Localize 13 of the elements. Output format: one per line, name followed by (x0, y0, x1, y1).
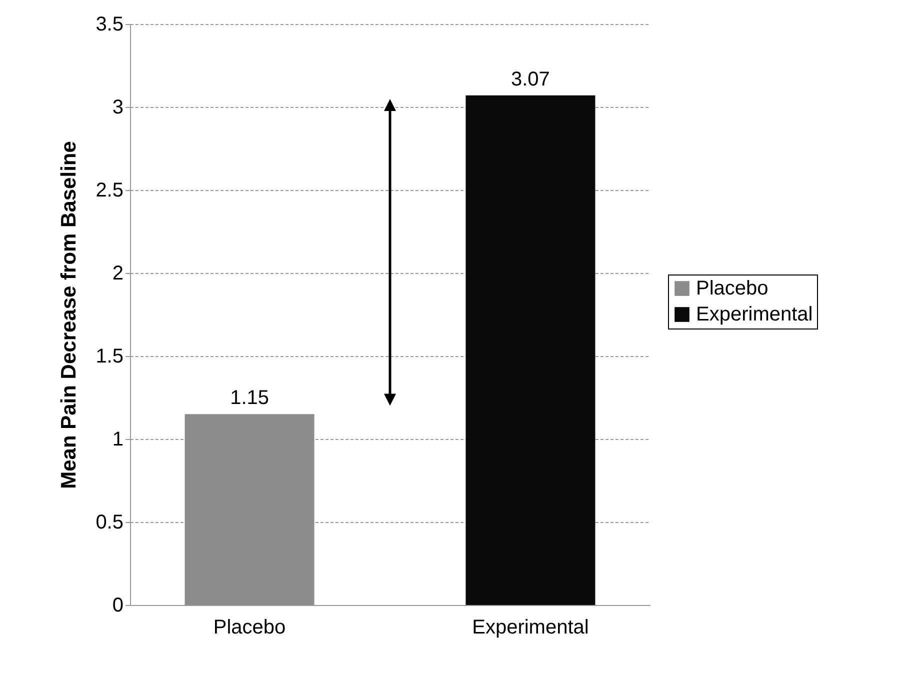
y-tick-label: 3 (112, 96, 124, 118)
y-tick-label: 3.5 (96, 14, 124, 36)
y-tick-label: 0 (112, 594, 124, 616)
y-tick-label: 1.5 (96, 346, 124, 368)
legend-label: Experimental (696, 304, 813, 326)
y-tick-label: 2 (112, 262, 124, 284)
y-tick-label: 1 (112, 428, 124, 450)
y-axis-title: Mean Pain Decrease from Baseline (58, 141, 81, 489)
legend-label: Placebo (696, 278, 768, 300)
data-label: 3.07 (510, 68, 550, 90)
data-label: 1.15 (230, 387, 270, 410)
y-tick-label: 2.5 (96, 180, 124, 202)
y-tick-label: 0.5 (96, 512, 124, 534)
